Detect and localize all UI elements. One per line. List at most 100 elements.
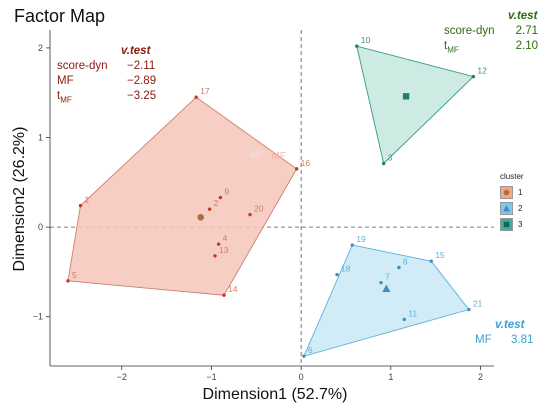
legend-label: 3 — [518, 219, 523, 229]
legend-title: cluster — [500, 172, 524, 181]
vtest-key-t: tMF — [444, 39, 510, 57]
data-point — [467, 307, 471, 312]
vtest-key: score-dyn — [444, 25, 495, 37]
point-label: 17 — [200, 86, 210, 96]
point-label: 8 — [403, 256, 408, 266]
data-point — [294, 167, 299, 171]
data-point — [402, 317, 407, 322]
vtest-header: v.test — [495, 319, 525, 331]
cluster-hull-2 — [303, 244, 470, 357]
legend: cluster 1 2 3 — [500, 172, 524, 232]
vtest-cluster-1: v.test score-dyn −2.11 MF −2.89 tMF −3.25 — [57, 44, 157, 107]
data-point — [379, 280, 383, 285]
legend-marker-shape — [503, 221, 510, 227]
point-label: 13 — [219, 245, 229, 255]
legend-swatch-triangle — [500, 201, 513, 215]
legend-item-3: 3 — [500, 216, 524, 232]
point-label: 10 — [361, 35, 371, 45]
vtest-row: tMF −3.25 — [57, 89, 157, 107]
data-point — [218, 195, 223, 200]
legend-marker-square — [503, 221, 510, 227]
vtest-value: 2.10 — [515, 40, 538, 52]
point-label: 20 — [254, 204, 264, 214]
y-axis-label: Dimension2 (26.2%) — [11, 126, 28, 272]
point-label: 11 — [408, 308, 417, 318]
point-label: 12 — [477, 66, 487, 76]
data-point — [78, 203, 83, 208]
data-point — [355, 44, 359, 48]
point-label: 15 — [435, 250, 445, 260]
vtest-row: MF −2.89 — [57, 74, 157, 89]
data-point — [429, 259, 433, 263]
vtest-row: tMF 2.10 — [444, 39, 538, 57]
x-axis-label: Dimension1 (52.7%) — [202, 386, 348, 403]
vtest-row: score-dyn −2.11 — [57, 59, 155, 74]
point-label: 14 — [228, 284, 238, 294]
point-label: 18 — [341, 264, 351, 274]
legend-item-1: 1 — [500, 184, 524, 200]
data-point — [66, 279, 70, 283]
data-point — [350, 243, 354, 247]
vtest-header: v.test — [121, 45, 151, 57]
vtest-value: 2.71 — [515, 25, 538, 37]
data-point — [471, 74, 476, 79]
cluster-centroid-1 — [197, 213, 204, 221]
legend-label: 1 — [518, 187, 523, 197]
data-point — [381, 161, 386, 166]
vtest-value: 3.81 — [511, 334, 534, 346]
point-label: 16 — [301, 158, 311, 168]
data-point — [397, 265, 401, 270]
vtest-value: −3.25 — [127, 90, 157, 102]
cluster-hull-3 — [356, 45, 475, 165]
y-tick-label: 1 — [38, 133, 43, 143]
point-label: 6 — [308, 345, 313, 355]
data-point — [194, 95, 198, 99]
supplementary-label: MF — [272, 151, 286, 162]
vtest-row: score-dyn 2.71 — [444, 24, 538, 39]
y-tick-label: −1 — [33, 312, 43, 322]
vtest-cluster-2: v.test MF 3.81 — [475, 318, 534, 348]
data-point — [213, 254, 217, 258]
x-tick-label: 1 — [388, 372, 393, 382]
chart-title: Factor Map — [14, 6, 106, 26]
point-label: 4 — [223, 233, 228, 243]
legend-marker-shape — [503, 189, 510, 195]
vtest-key-sub: MF — [60, 95, 72, 105]
vtest-key: MF — [57, 75, 74, 87]
x-tick-label: −1 — [206, 372, 216, 382]
vtest-header: v.test — [508, 10, 538, 22]
data-point — [302, 354, 306, 358]
x-tick-label: 0 — [299, 372, 304, 382]
vtest-cluster-3: v.test score-dyn 2.71 tMF 2.10 — [444, 9, 538, 57]
vtest-row: MF 3.81 — [475, 333, 534, 348]
cluster-hull-1 — [67, 96, 298, 296]
data-point — [216, 242, 221, 246]
vtest-key: score-dyn — [57, 60, 108, 72]
point-label: 2 — [214, 198, 219, 208]
data-point — [222, 293, 226, 297]
vtest-value: −2.89 — [127, 75, 157, 87]
vtest-key-sub: MF — [447, 45, 459, 55]
data-point — [207, 207, 212, 211]
legend-label: 2 — [518, 203, 523, 213]
legend-marker-triangle — [503, 204, 510, 211]
vtest-key-main: t — [444, 40, 448, 52]
x-tick-label: 2 — [478, 372, 483, 382]
point-label: 5 — [72, 270, 77, 280]
data-point — [248, 212, 252, 217]
vtest-key-t: tMF — [57, 89, 127, 107]
x-tick-label: −2 — [117, 372, 127, 382]
point-label: 7 — [385, 272, 390, 282]
point-label: 3 — [388, 153, 393, 163]
point-label: 19 — [356, 234, 366, 244]
vtest-key-main: t — [57, 90, 61, 102]
cluster-centroid-2 — [382, 284, 391, 292]
legend-marker-circle — [503, 189, 510, 195]
supplementary-label: MF — [250, 150, 264, 161]
legend-swatch-square — [500, 217, 513, 231]
legend-marker-shape — [503, 204, 510, 211]
y-tick-label: 0 — [38, 222, 43, 232]
point-label: 9 — [224, 187, 229, 197]
point-label: 21 — [473, 299, 483, 309]
